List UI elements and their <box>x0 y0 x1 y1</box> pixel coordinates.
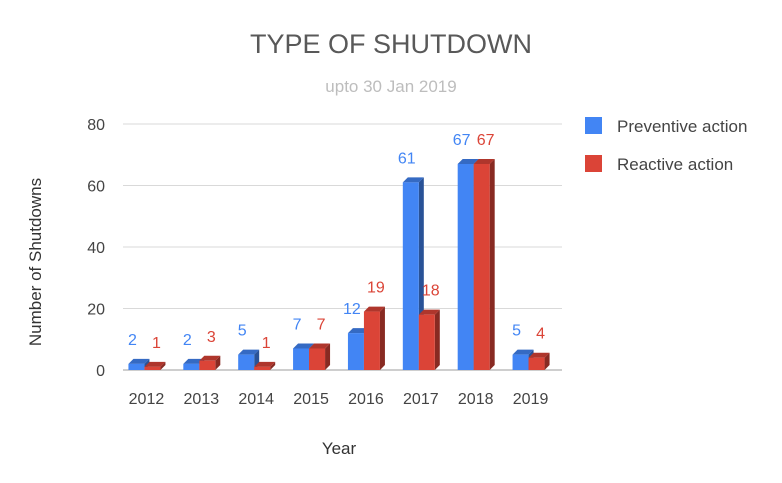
data-label: 4 <box>536 326 545 343</box>
bar-front <box>293 348 310 370</box>
bar-front <box>528 357 545 370</box>
bar-top <box>254 361 276 367</box>
bar-top <box>183 358 205 364</box>
data-label: 2 <box>183 332 192 349</box>
x-tick-label: 2016 <box>348 391 384 408</box>
bar-top <box>363 306 385 312</box>
bar-front <box>457 163 474 370</box>
bar <box>309 343 331 370</box>
bar-front <box>144 366 161 370</box>
bar-front <box>418 314 435 370</box>
bar-top <box>144 361 166 367</box>
bar <box>528 352 550 370</box>
legend-label: Reactive action <box>617 155 733 174</box>
bar-front <box>309 348 326 370</box>
bar <box>473 158 495 370</box>
bar-front <box>238 354 255 370</box>
bar-top <box>457 158 479 164</box>
data-label: 5 <box>512 323 521 340</box>
bars <box>128 158 550 370</box>
data-label: 3 <box>207 329 216 346</box>
bar-top <box>418 309 440 315</box>
y-tick-label: 80 <box>87 117 105 134</box>
bar-top <box>512 349 534 355</box>
bar <box>144 361 166 370</box>
bar-top <box>238 349 260 355</box>
bar-side <box>489 158 495 370</box>
x-tick-label: 2014 <box>238 391 274 408</box>
y-axis-title: Number of Shutdowns <box>26 178 45 346</box>
bar <box>363 306 385 370</box>
x-tick-label: 2012 <box>129 391 165 408</box>
bar-side <box>379 306 385 370</box>
bar-front <box>128 363 145 370</box>
bar <box>238 349 260 370</box>
legend-swatch <box>585 117 602 134</box>
data-label: 1 <box>262 335 271 352</box>
y-tick-label: 40 <box>87 240 105 257</box>
data-label: 67 <box>477 132 495 149</box>
bar-top <box>309 343 331 349</box>
data-label: 5 <box>238 323 247 340</box>
y-tick-label: 0 <box>96 363 105 380</box>
bar-top <box>528 352 550 358</box>
x-tick-label: 2015 <box>293 391 329 408</box>
bar <box>418 309 440 370</box>
data-label: 12 <box>343 301 361 318</box>
y-tick-label: 20 <box>87 302 105 319</box>
bar-top <box>473 158 495 164</box>
x-tick-label: 2018 <box>458 391 494 408</box>
chart-title: TYPE OF SHUTDOWN <box>250 29 532 59</box>
x-tick-label: 2013 <box>184 391 220 408</box>
bar-side <box>434 309 440 370</box>
data-label: 2 <box>128 332 137 349</box>
x-axis-title: Year <box>322 439 357 458</box>
bar-front <box>254 366 271 370</box>
bar-side <box>160 361 166 370</box>
chart-subtitle: upto 30 Jan 2019 <box>325 77 456 96</box>
bar-front <box>347 333 364 370</box>
bar-front <box>183 363 200 370</box>
bar-top <box>402 177 424 183</box>
data-label: 1 <box>152 335 161 352</box>
data-label: 7 <box>317 316 326 333</box>
bar-front <box>402 182 419 370</box>
data-label: 19 <box>367 280 385 297</box>
y-tick-labels: 0 20 40 60 80 <box>87 117 105 380</box>
bar <box>254 361 276 370</box>
bar-top <box>347 328 369 334</box>
bar-front <box>512 354 529 370</box>
legend-label: Preventive action <box>617 117 747 136</box>
bar-side <box>270 361 276 370</box>
legend-swatch <box>585 155 602 172</box>
bar-top <box>128 358 150 364</box>
bar-front <box>473 163 490 370</box>
x-tick-labels: 2012 2013 2014 2015 2016 2017 2018 2019 <box>129 391 549 408</box>
data-label: 18 <box>422 283 440 300</box>
data-label: 61 <box>398 150 416 167</box>
bar-side <box>215 355 221 370</box>
y-tick-label: 60 <box>87 179 105 196</box>
data-label: 67 <box>453 132 471 149</box>
x-tick-label: 2019 <box>513 391 549 408</box>
bar-side <box>325 343 331 370</box>
data-label: 7 <box>293 316 302 333</box>
bar-top <box>199 355 221 361</box>
bar-front <box>199 360 216 370</box>
legend: Preventive action Reactive action <box>585 117 747 174</box>
x-tick-label: 2017 <box>403 391 439 408</box>
bar-front <box>363 311 380 370</box>
bar-top <box>293 343 315 349</box>
bar <box>199 355 221 370</box>
bar-side <box>544 352 550 370</box>
